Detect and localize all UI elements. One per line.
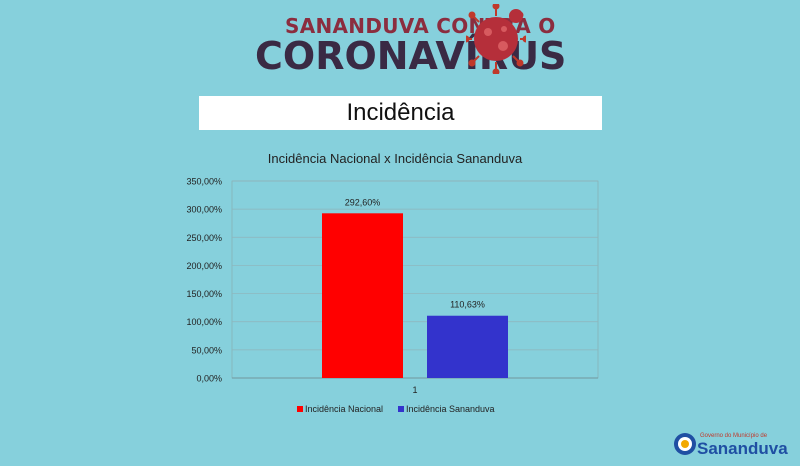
data-label: 292,60% <box>345 197 381 207</box>
y-tick-label: 0,00% <box>196 374 222 384</box>
legend-label: Incidência Nacional <box>305 404 383 414</box>
bar-nacional <box>322 213 403 378</box>
y-tick-label: 150,00% <box>186 289 222 299</box>
y-tick-label: 300,00% <box>186 205 222 215</box>
y-tick-label: 200,00% <box>186 261 222 271</box>
y-tick-label: 50,00% <box>191 345 222 355</box>
legend-swatch <box>398 406 404 412</box>
plot-area <box>231 180 599 379</box>
municipality-logo: Governo do Município de Sananduva <box>673 432 788 458</box>
logo-emblem-icon <box>674 433 696 455</box>
logo-title: Sananduva <box>697 439 788 458</box>
section-title: Incidência <box>346 99 455 126</box>
x-tick-label: 1 <box>412 385 417 395</box>
chart-title: Incidência Nacional x Incidência Sanandu… <box>268 151 523 166</box>
virus-icon <box>466 4 526 74</box>
y-tick-label: 100,00% <box>186 317 222 327</box>
section-title-box: Incidência <box>199 96 602 130</box>
legend-swatch <box>297 406 303 412</box>
legend-label: Incidência Sananduva <box>406 404 495 414</box>
y-tick-label: 350,00% <box>186 177 222 187</box>
bar-sananduva <box>427 315 508 378</box>
y-tick-label: 250,00% <box>186 233 222 243</box>
data-label: 110,63% <box>450 300 485 310</box>
logo-subtitle: Governo do Município de <box>700 433 768 439</box>
